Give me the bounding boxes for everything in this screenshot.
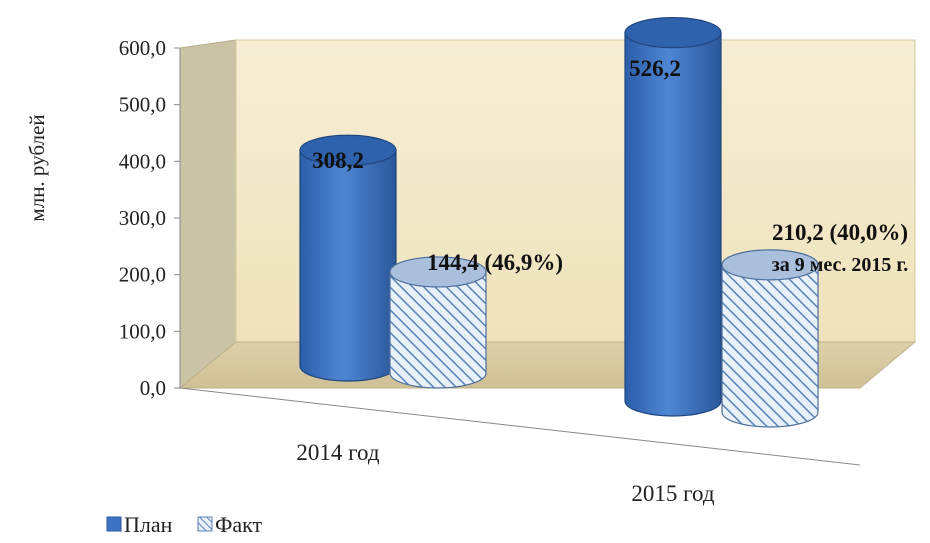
- data-labels: 308,2 526,2 144,4 (46,9%) 210,2 (40,0%) за 9…: [312, 56, 908, 276]
- side-wall: [179, 39, 237, 390]
- legend-label-fact: Факт: [215, 512, 263, 537]
- bar-plan-1: [299, 134, 397, 382]
- y-tick-label: 400,0: [119, 149, 166, 173]
- legend: План Факт: [106, 512, 263, 537]
- y-tick-label: 0,0: [140, 376, 166, 400]
- bar-plan-2: [624, 17, 722, 417]
- data-label-fact-1: 144,4 (46,9%): [427, 250, 563, 275]
- y-axis-ticks: 0,0 100,0 200,0 300,0 400,0 500,0 600,0: [119, 36, 180, 400]
- x-category-label: 2015 год: [631, 481, 714, 506]
- x-category-label: 2014 год: [296, 440, 379, 465]
- bar-body: [721, 264, 819, 428]
- legend-swatch-plan: [106, 516, 122, 532]
- data-label-fact-2: 210,2 (40,0%): [772, 220, 908, 245]
- bar-body: [299, 149, 397, 382]
- bar-fact-1: [389, 256, 487, 389]
- bar-top: [721, 249, 819, 281]
- bar-body: [624, 32, 722, 417]
- y-tick-label: 500,0: [119, 93, 166, 117]
- bar-top: [389, 256, 487, 288]
- bar-body: [389, 271, 487, 389]
- y-tick-label: 300,0: [119, 206, 166, 230]
- x-axis-line: [179, 387, 861, 466]
- data-label-plan-1: 308,2: [312, 148, 364, 173]
- y-axis-title: млн. рублей: [25, 114, 49, 221]
- bars: [299, 17, 819, 428]
- data-label-plan-2: 526,2: [629, 56, 681, 81]
- y-tick-label: 100,0: [119, 319, 166, 343]
- legend-swatch-fact: [197, 516, 213, 532]
- annotation-period: за 9 мес. 2015 г.: [772, 254, 908, 276]
- legend-label-plan: План: [124, 512, 173, 537]
- y-tick-label: 600,0: [119, 36, 166, 60]
- bar-fact-2: [721, 249, 819, 428]
- category-labels: 2014 год 2015 год: [296, 440, 714, 506]
- bar-top: [299, 134, 397, 166]
- bar-top: [624, 17, 722, 49]
- y-tick-label: 200,0: [119, 263, 166, 287]
